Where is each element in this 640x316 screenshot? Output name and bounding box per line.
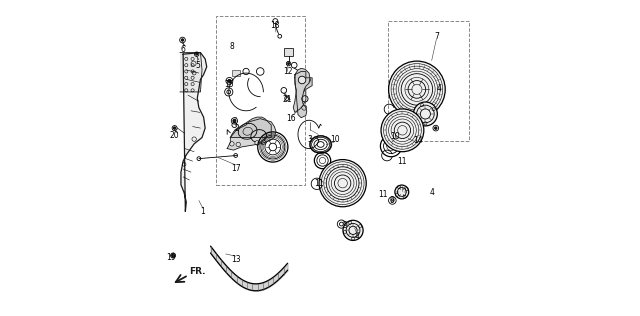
Text: 15: 15	[224, 80, 234, 88]
Text: 16: 16	[286, 114, 296, 123]
Circle shape	[388, 61, 445, 118]
Text: 11: 11	[378, 190, 388, 199]
Bar	[232, 70, 240, 76]
Circle shape	[172, 254, 174, 257]
Text: 21: 21	[282, 95, 292, 104]
Bar	[284, 48, 293, 56]
Text: 5: 5	[195, 61, 200, 70]
Text: 7: 7	[434, 32, 439, 41]
Circle shape	[435, 127, 437, 129]
Text: 3: 3	[307, 135, 312, 144]
Text: 12: 12	[283, 67, 292, 76]
Text: 17: 17	[231, 164, 241, 173]
Text: 19: 19	[166, 252, 175, 262]
Text: 13: 13	[231, 255, 241, 264]
Circle shape	[301, 96, 308, 102]
Circle shape	[287, 63, 289, 64]
Polygon shape	[181, 52, 207, 211]
Text: FR.: FR.	[189, 267, 206, 276]
Circle shape	[196, 53, 198, 55]
Text: 11: 11	[397, 157, 406, 166]
Circle shape	[413, 102, 437, 126]
Circle shape	[236, 142, 241, 147]
Text: 14: 14	[413, 136, 422, 145]
Circle shape	[395, 185, 409, 199]
Circle shape	[305, 77, 310, 83]
Text: 11: 11	[314, 179, 324, 188]
Text: 2: 2	[234, 124, 239, 133]
Circle shape	[173, 127, 176, 129]
Polygon shape	[230, 117, 271, 137]
Circle shape	[298, 85, 305, 93]
Bar	[388, 21, 470, 141]
Text: 20: 20	[170, 131, 179, 140]
Text: 18: 18	[271, 21, 280, 30]
Polygon shape	[180, 52, 202, 92]
Circle shape	[298, 76, 306, 84]
Circle shape	[261, 140, 266, 144]
Text: 4: 4	[355, 232, 359, 240]
Text: 4: 4	[436, 84, 442, 93]
Text: 4: 4	[429, 188, 434, 197]
Circle shape	[233, 119, 236, 122]
Text: 1: 1	[200, 207, 205, 216]
Text: 8: 8	[230, 42, 234, 51]
Circle shape	[319, 160, 366, 207]
Polygon shape	[293, 71, 312, 112]
Text: 9: 9	[342, 221, 347, 230]
Circle shape	[230, 142, 234, 146]
Polygon shape	[295, 68, 310, 118]
Circle shape	[255, 141, 259, 145]
Text: 6: 6	[180, 45, 185, 54]
Circle shape	[228, 79, 231, 82]
Circle shape	[381, 109, 424, 152]
Text: 10: 10	[390, 132, 400, 141]
Text: 10: 10	[330, 135, 340, 144]
Circle shape	[181, 39, 184, 41]
Polygon shape	[227, 119, 276, 150]
Circle shape	[343, 220, 363, 240]
Text: 9: 9	[390, 196, 395, 205]
Bar	[216, 16, 305, 185]
